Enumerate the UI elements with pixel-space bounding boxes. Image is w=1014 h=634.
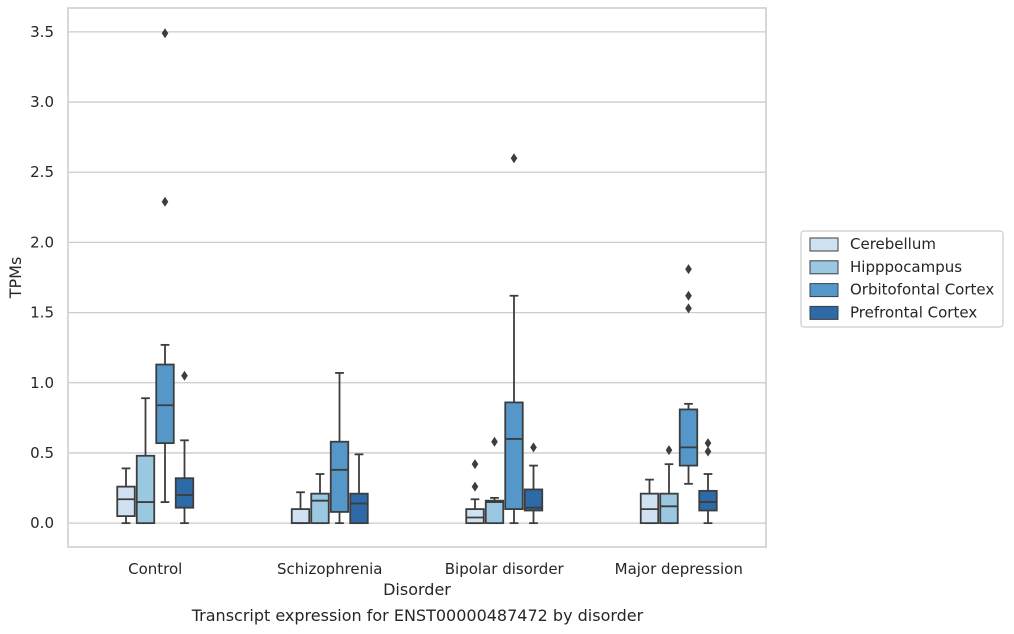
- y-tick-label: 0.0: [30, 514, 54, 532]
- legend: Cerebellum Hipppocampus Orbitofontal Corte…: [800, 230, 1004, 328]
- legend-label: Hipppocampus: [850, 258, 962, 276]
- outlier-point: [161, 28, 169, 39]
- box-hipppocampus: [310, 473, 330, 525]
- box-iqr: [155, 363, 175, 445]
- box-cerebellum: [465, 459, 485, 525]
- box-iqr: [135, 454, 156, 525]
- y-tick-label: 2.5: [30, 163, 54, 181]
- x-tick-label: Schizophrenia: [277, 560, 382, 578]
- grid-lines: [68, 31, 766, 524]
- box-iqr: [523, 488, 544, 512]
- outlier-point: [161, 196, 169, 207]
- plot-frame: [67, 7, 767, 548]
- box-orbitofontal-cortex: [678, 264, 699, 485]
- box-cerebellum: [116, 467, 136, 525]
- box-iqr: [504, 401, 524, 511]
- box-prefrontal-cortex: [698, 438, 718, 525]
- box-iqr: [484, 499, 505, 525]
- box-iqr: [174, 477, 195, 509]
- box-iqr: [659, 492, 679, 525]
- box-hipppocampus: [135, 397, 156, 525]
- outlier-point: [530, 442, 537, 453]
- outlier-point: [181, 370, 188, 381]
- outlier-point: [685, 290, 692, 301]
- legend-swatch: [809, 260, 839, 275]
- box-iqr: [310, 492, 330, 525]
- outlier-point: [704, 438, 712, 449]
- box-groups: [116, 28, 718, 525]
- y-axis-label: TPMs: [6, 257, 25, 300]
- box-hipppocampus: [659, 445, 679, 525]
- box-iqr: [290, 508, 311, 525]
- outlier-point: [704, 446, 712, 457]
- box-iqr: [349, 492, 369, 525]
- box-prefrontal-cortex: [349, 453, 369, 525]
- box-prefrontal-cortex: [523, 442, 544, 525]
- legend-frame: [800, 230, 1004, 328]
- legend-label: Prefrontal Cortex: [850, 303, 977, 321]
- box-iqr: [698, 489, 718, 512]
- box-orbitofontal-cortex: [155, 28, 175, 503]
- legend-label: Orbitofontal Cortex: [850, 281, 994, 299]
- box-iqr: [465, 508, 485, 525]
- legend-swatch: [809, 305, 839, 320]
- y-tick-label: 3.0: [30, 93, 54, 111]
- box-hipppocampus: [484, 436, 505, 525]
- box-prefrontal-cortex: [174, 370, 195, 525]
- outlier-point: [685, 264, 692, 275]
- x-tick-label: Major depression: [615, 560, 743, 578]
- legend-swatch: [809, 283, 839, 298]
- box-orbitofontal-cortex: [329, 372, 350, 525]
- box-orbitofontal-cortex: [504, 153, 524, 525]
- box-cerebellum: [639, 478, 660, 525]
- outlier-point: [491, 436, 498, 447]
- outlier-point: [471, 481, 479, 492]
- x-tick-label: Bipolar disorder: [445, 560, 565, 578]
- outlier-point: [685, 303, 692, 314]
- box-cerebellum: [290, 491, 311, 525]
- y-tick-label: 1.0: [30, 374, 54, 392]
- outlier-point: [510, 153, 518, 164]
- legend-swatch: [809, 237, 839, 252]
- x-tick-label: Control: [128, 560, 182, 578]
- y-tick-label: 2.0: [30, 233, 54, 251]
- box-iqr: [329, 440, 350, 513]
- box-iqr: [116, 485, 136, 518]
- legend-label: Cerebellum: [850, 235, 936, 253]
- y-tick-label: 0.5: [30, 444, 54, 462]
- x-axis-label: Disorder: [383, 580, 451, 599]
- outlier-point: [665, 445, 673, 456]
- box-iqr: [678, 408, 699, 467]
- x-tick-labels: Control Schizophrenia Bipolar disorder Majo…: [128, 560, 743, 578]
- outlier-point: [471, 459, 479, 470]
- y-tick-labels: 0.0 0.5 1.0 1.5 2.0 2.5 3.0 3.5: [30, 23, 54, 532]
- figure-caption: Transcript expression for ENST0000048747…: [191, 606, 644, 625]
- y-tick-label: 1.5: [30, 304, 54, 322]
- y-tick-label: 3.5: [30, 23, 54, 41]
